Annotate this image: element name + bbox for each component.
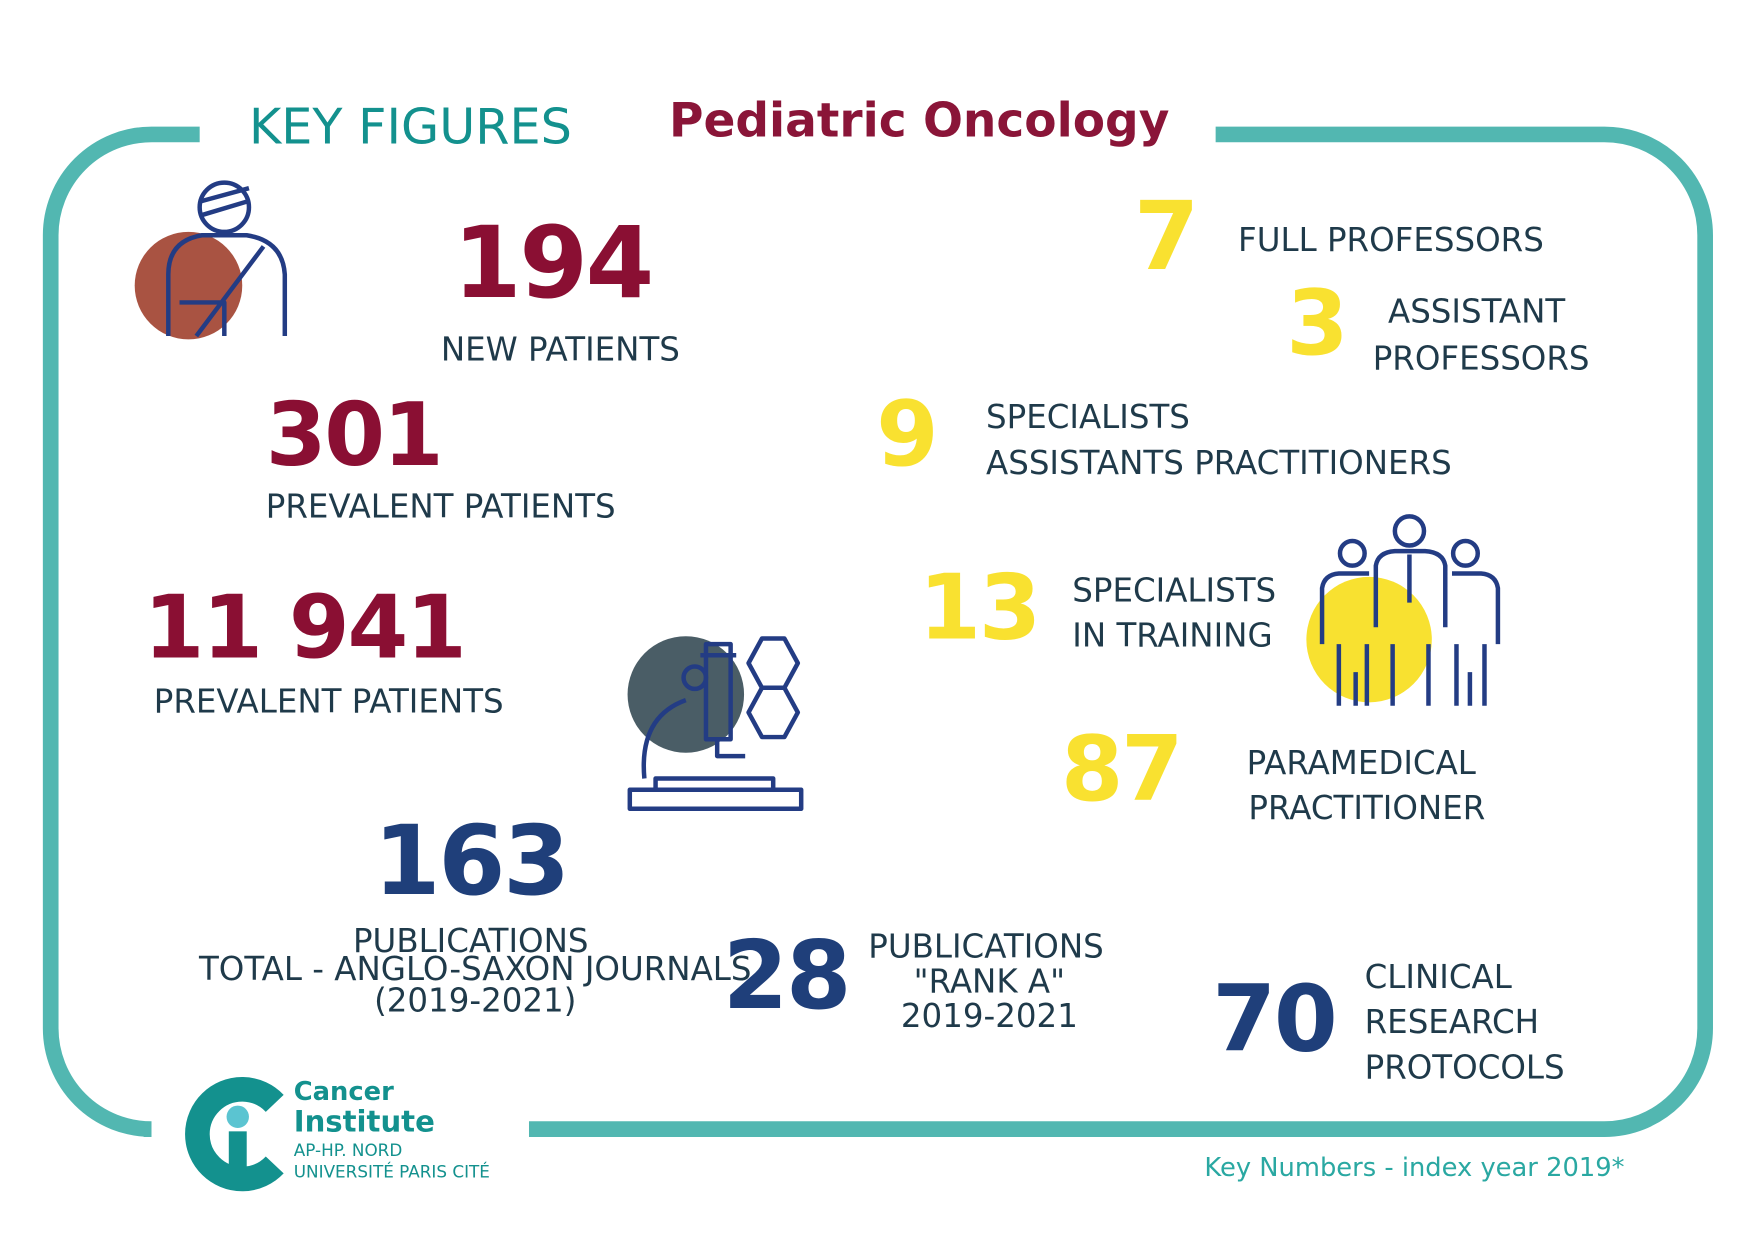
figure-label: SPECIALISTS [986, 398, 1190, 436]
figure-label: ASSISTANTS PRACTITIONERS [986, 444, 1452, 482]
logo-text: AP-HP. NORD [294, 1140, 403, 1160]
figure-value: 9 [876, 383, 936, 487]
figure-value: 28 [723, 922, 849, 1031]
title: KEY FIGURES [249, 97, 572, 155]
footer: Key Numbers - index year 2019* [1204, 1153, 1624, 1183]
figure-label: SPECIALISTS [1072, 572, 1276, 610]
patient-icon [134, 180, 288, 340]
figure-label: PROTOCOLS [1365, 1049, 1565, 1087]
figure-value: 13 [919, 556, 1039, 660]
microscope-icon [627, 636, 804, 811]
figure-value: 301 [266, 384, 442, 486]
figure-label: (2019-2021) [374, 981, 576, 1019]
figure-label: PROFESSORS [1373, 340, 1590, 378]
figure-value: 163 [374, 805, 568, 917]
frame [42, 126, 1713, 1137]
figure-label: PREVALENT PATIENTS [266, 488, 616, 526]
figure-label: NEW PATIENTS [441, 331, 680, 369]
figure-value: 7 [1134, 183, 1197, 292]
figure-label: ASSISTANT [1388, 293, 1565, 331]
figure-value: 194 [453, 207, 652, 321]
figure-value: 11 941 [144, 577, 465, 679]
staff-icon [1306, 514, 1501, 706]
logo-text: Cancer [294, 1077, 394, 1107]
figure-label: PUBLICATIONS [353, 922, 589, 960]
figure-label: "RANK A" [914, 962, 1065, 1000]
logo-text: UNIVERSITÉ PARIS CITÉ [294, 1160, 490, 1181]
figure-label: PRACTITIONER [1248, 789, 1485, 827]
figure-label: PARAMEDICAL [1247, 744, 1476, 782]
logo-text: Institute [294, 1104, 435, 1138]
figure-label: PREVALENT PATIENTS [154, 682, 504, 720]
figure-value: 3 [1286, 272, 1346, 376]
figure-value: 87 [1061, 718, 1181, 822]
figure-label: 2019-2021 [901, 997, 1078, 1035]
figure-label: PUBLICATIONS [868, 928, 1104, 966]
figure-label: TOTAL - ANGLO-SAXON JOURNALS [198, 950, 752, 988]
figure-label: CLINICAL [1365, 958, 1512, 996]
logo-mark [185, 1077, 284, 1192]
figure-value: 70 [1212, 966, 1335, 1073]
subtitle: Pediatric Oncology [669, 94, 1169, 149]
figure-label: RESEARCH [1365, 1003, 1539, 1041]
figure-label: IN TRAINING [1072, 616, 1272, 654]
figure-label: FULL PROFESSORS [1238, 221, 1544, 259]
